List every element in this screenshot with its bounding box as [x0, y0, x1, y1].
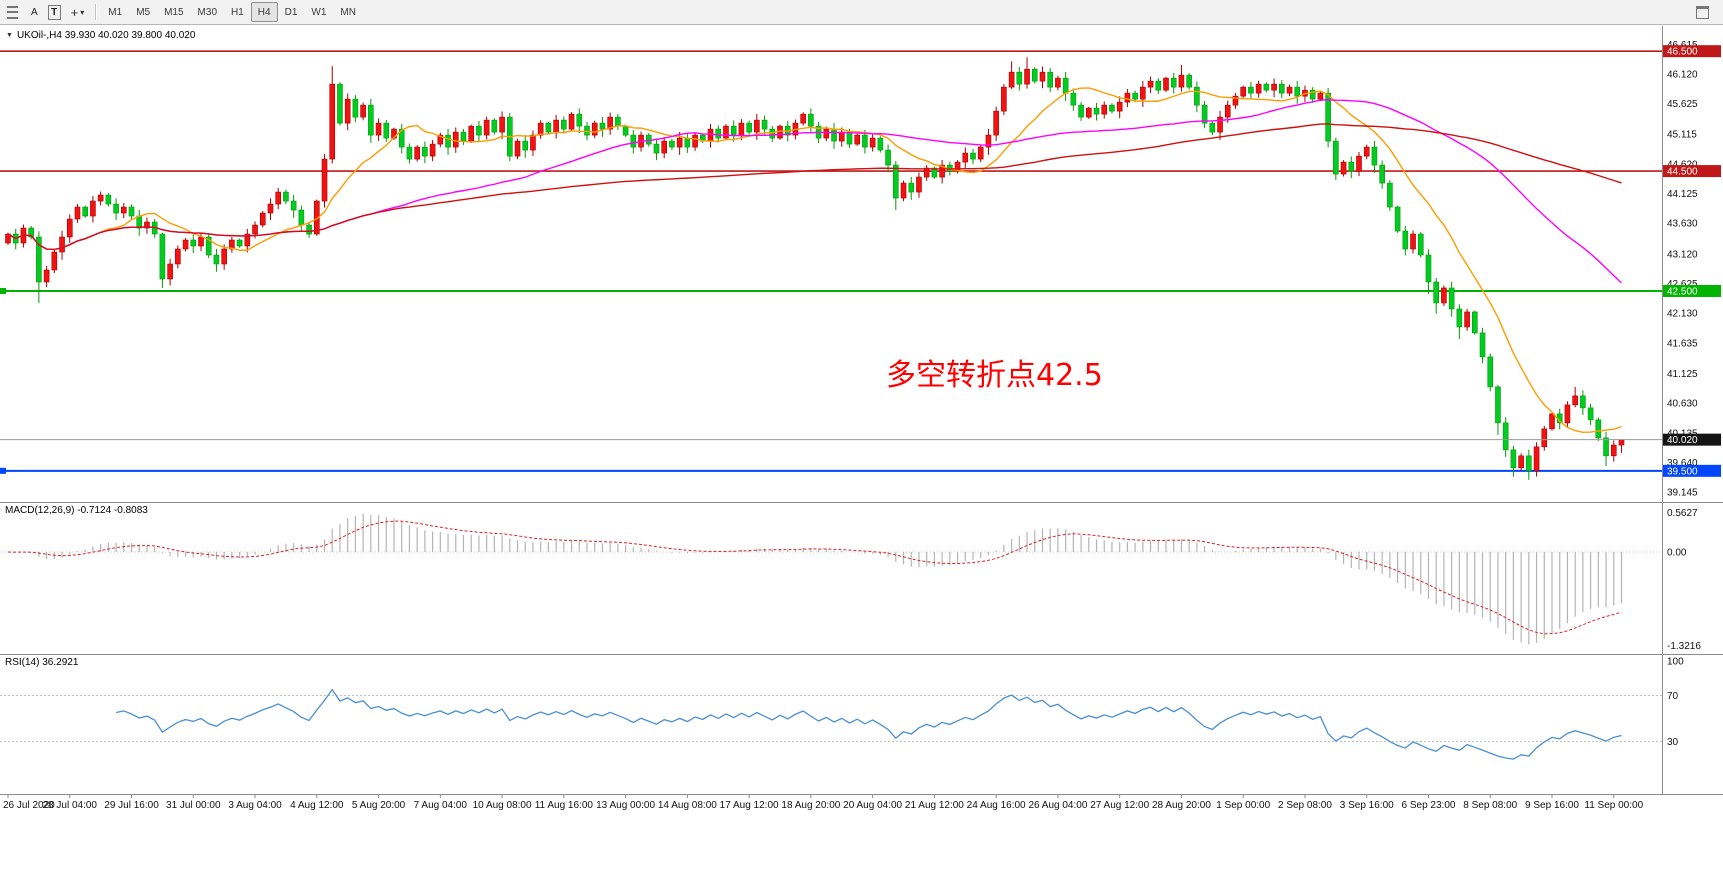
- svg-text:39.640: 39.640: [1667, 458, 1698, 469]
- svg-text:40.630: 40.630: [1667, 399, 1698, 410]
- svg-text:30: 30: [1667, 737, 1679, 748]
- dropdown-caret-icon: ▾: [80, 7, 85, 17]
- svg-text:17 Aug 12:00: 17 Aug 12:00: [720, 800, 779, 811]
- text-tool-button[interactable]: T: [47, 4, 61, 20]
- svg-text:43.630: 43.630: [1667, 219, 1698, 230]
- toolbar-separator: [95, 4, 97, 20]
- svg-text:46.120: 46.120: [1667, 69, 1698, 80]
- svg-text:42.500: 42.500: [1667, 286, 1698, 297]
- timeframe-m15-button[interactable]: M15: [157, 2, 190, 22]
- svg-text:45.625: 45.625: [1667, 99, 1698, 110]
- svg-text:11 Aug 16:00: 11 Aug 16:00: [535, 800, 594, 811]
- hamburger-icon: [7, 5, 18, 19]
- svg-text:70: 70: [1667, 691, 1679, 702]
- svg-text:45.115: 45.115: [1667, 130, 1697, 141]
- window-panel-icon[interactable]: [1696, 5, 1709, 19]
- svg-text:14 Aug 08:00: 14 Aug 08:00: [658, 800, 717, 811]
- svg-text:18 Aug 20:00: 18 Aug 20:00: [781, 800, 840, 811]
- svg-text:43.120: 43.120: [1667, 249, 1698, 260]
- svg-text:-1.3216: -1.3216: [1667, 641, 1701, 652]
- svg-text:3 Sep 16:00: 3 Sep 16:00: [1340, 800, 1394, 811]
- svg-text:31 Jul 00:00: 31 Jul 00:00: [166, 800, 221, 811]
- svg-text:41.125: 41.125: [1667, 369, 1698, 380]
- svg-text:28 Aug 20:00: 28 Aug 20:00: [1152, 800, 1211, 811]
- window-icon: [1696, 5, 1709, 19]
- timeframe-w1-button[interactable]: W1: [304, 2, 333, 22]
- svg-text:3 Aug 04:00: 3 Aug 04:00: [228, 800, 282, 811]
- timeframe-h4-button[interactable]: H4: [250, 2, 278, 22]
- svg-text:6 Sep 23:00: 6 Sep 23:00: [1402, 800, 1456, 811]
- svg-text:26 Jul 2020: 26 Jul 2020: [3, 800, 55, 811]
- svg-text:9 Sep 16:00: 9 Sep 16:00: [1525, 800, 1579, 811]
- timeframe-h1-button[interactable]: H1: [224, 2, 251, 22]
- svg-text:39.500: 39.500: [1667, 466, 1698, 477]
- crosshair-tool-button[interactable]: + ▾: [65, 2, 91, 22]
- svg-text:2 Sep 08:00: 2 Sep 08:00: [1278, 800, 1332, 811]
- rsi-label: RSI(14) 36.2921: [5, 657, 79, 668]
- arrow-tool-button[interactable]: A: [25, 2, 44, 22]
- chart-menu-icon[interactable]: [0, 5, 25, 19]
- timeframe-mn-button[interactable]: MN: [333, 2, 363, 22]
- symbol-title-text: UKOil-,H4 39.930 40.020 39.800 40.020: [16, 30, 196, 41]
- svg-text:26 Aug 04:00: 26 Aug 04:00: [1028, 800, 1087, 811]
- svg-text:42.625: 42.625: [1667, 279, 1698, 290]
- timeframe-d1-button[interactable]: D1: [278, 2, 305, 22]
- svg-text:10 Aug 08:00: 10 Aug 08:00: [473, 800, 532, 811]
- collapse-triangle-icon[interactable]: ▼: [6, 32, 13, 39]
- svg-text:46.500: 46.500: [1667, 47, 1698, 58]
- svg-text:44.500: 44.500: [1667, 167, 1698, 178]
- timeframe-m30-button[interactable]: M30: [191, 2, 224, 22]
- svg-text:28 Jul 04:00: 28 Jul 04:00: [43, 800, 98, 811]
- svg-text:5 Aug 20:00: 5 Aug 20:00: [352, 800, 406, 811]
- svg-text:4 Aug 12:00: 4 Aug 12:00: [290, 800, 344, 811]
- svg-text:42.130: 42.130: [1667, 309, 1698, 320]
- svg-text:24 Aug 16:00: 24 Aug 16:00: [967, 800, 1026, 811]
- svg-text:29 Jul 16:00: 29 Jul 16:00: [104, 800, 159, 811]
- svg-text:44.620: 44.620: [1667, 159, 1698, 170]
- svg-text:44.125: 44.125: [1667, 189, 1698, 200]
- crosshair-icon: +: [70, 4, 79, 20]
- svg-text:7 Aug 04:00: 7 Aug 04:00: [414, 800, 468, 811]
- symbol-title: ▼ UKOil-,H4 39.930 40.020 39.800 40.020: [6, 30, 195, 41]
- svg-text:0.5627: 0.5627: [1667, 508, 1698, 519]
- svg-text:39.145: 39.145: [1667, 488, 1698, 499]
- timeframe-m5-button[interactable]: M5: [129, 2, 157, 22]
- svg-text:40.020: 40.020: [1667, 435, 1698, 446]
- svg-text:21 Aug 12:00: 21 Aug 12:00: [905, 800, 964, 811]
- svg-text:0.00: 0.00: [1667, 548, 1687, 559]
- macd-label: MACD(12,26,9) -0.7124 -0.8083: [5, 505, 148, 516]
- svg-text:27 Aug 12:00: 27 Aug 12:00: [1090, 800, 1149, 811]
- svg-text:20 Aug 04:00: 20 Aug 04:00: [843, 800, 902, 811]
- chart-annotation-text: 多空转折点42.5: [886, 358, 1103, 393]
- toolbar: A T + ▾ M1 M5 M15 M30 H1 H4 D1 W1 MN: [0, 0, 1723, 25]
- svg-text:13 Aug 00:00: 13 Aug 00:00: [596, 800, 655, 811]
- svg-text:41.635: 41.635: [1667, 338, 1698, 349]
- svg-text:100: 100: [1667, 657, 1684, 668]
- timeframe-m1-button[interactable]: M1: [101, 2, 129, 22]
- svg-text:11 Sep 00:00: 11 Sep 00:00: [1584, 800, 1643, 811]
- svg-text:1 Sep 00:00: 1 Sep 00:00: [1216, 800, 1270, 811]
- svg-text:8 Sep 08:00: 8 Sep 08:00: [1463, 800, 1517, 811]
